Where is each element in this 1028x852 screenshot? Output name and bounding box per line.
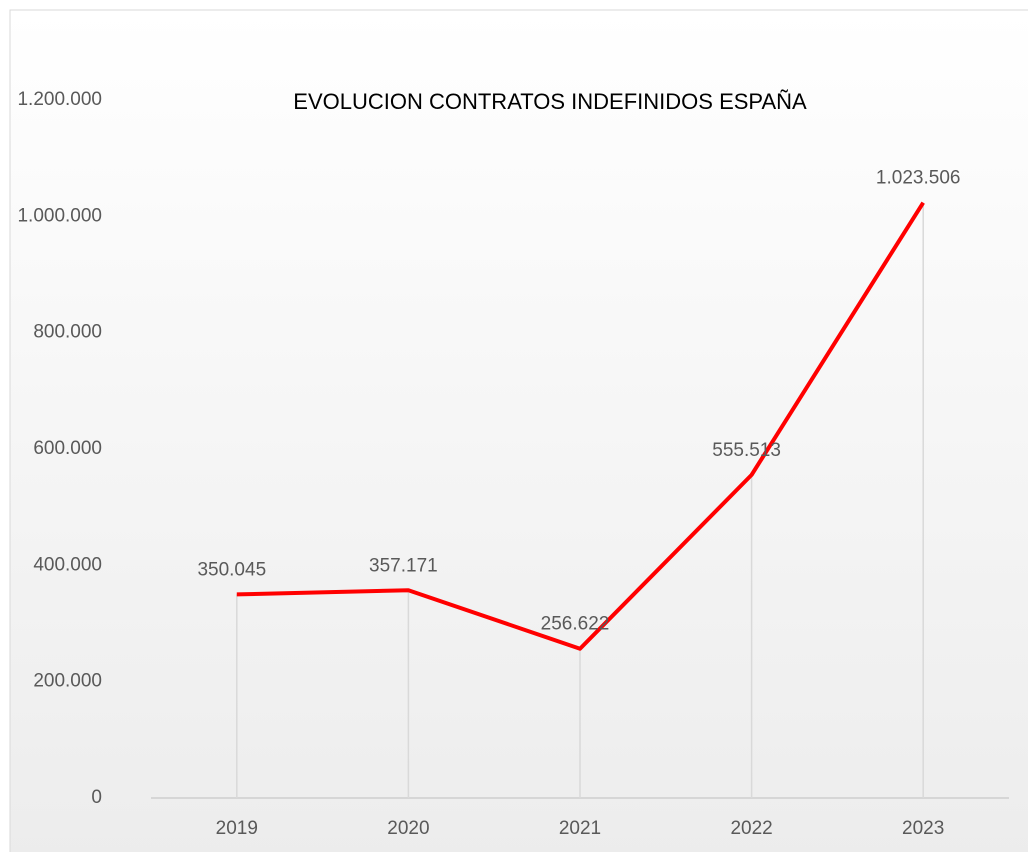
x-tick-label: 2023	[902, 818, 944, 839]
y-tick-label: 200.000	[33, 671, 102, 692]
line-series	[236, 201, 925, 651]
x-tick-label: 2019	[216, 818, 258, 839]
chart-title: EVOLUCION CONTRATOS INDEFINIDOS ESPAÑA	[293, 89, 807, 114]
y-tick-label: 800.000	[33, 322, 102, 343]
data-label: 350.045	[197, 559, 266, 580]
y-tick-label: 400.000	[33, 554, 102, 575]
y-tick-label: 1.200.000	[17, 89, 102, 110]
y-tick-label: 600.000	[33, 438, 102, 459]
x-tick-label: 2021	[559, 818, 601, 839]
data-label: 555.513	[712, 440, 781, 461]
y-tick-label: 0	[91, 787, 102, 808]
data-label: 357.171	[369, 555, 438, 576]
data-label: 1.023.506	[876, 168, 961, 189]
x-tick-label: 2022	[730, 818, 772, 839]
data-label: 256.622	[541, 614, 610, 635]
y-tick-label: 1.000.000	[17, 205, 102, 226]
x-tick-label: 2020	[387, 818, 429, 839]
chart-frame	[9, 9, 1028, 852]
